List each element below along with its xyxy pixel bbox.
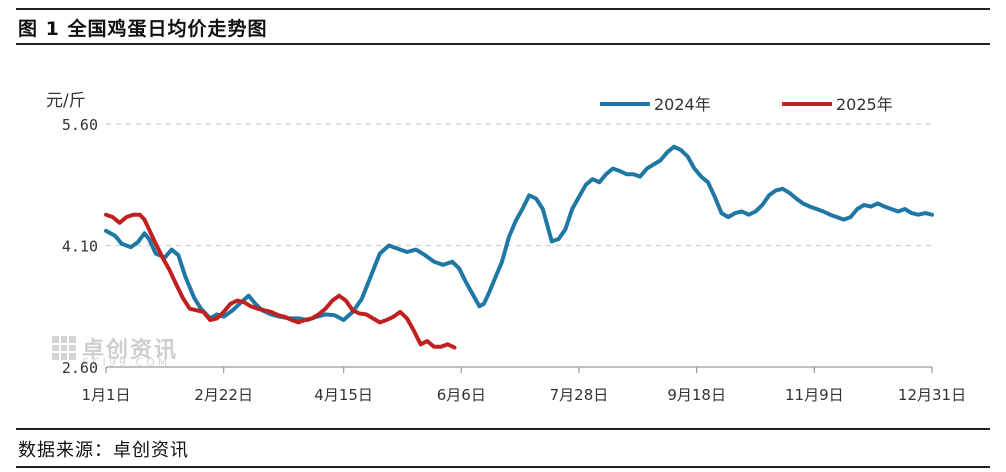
y-tick-label: 5.60 xyxy=(62,116,98,134)
x-tick-label: 11月9日 xyxy=(785,386,844,404)
data-source: 数据来源：卓创资讯 xyxy=(18,440,189,461)
x-tick-label: 1月1日 xyxy=(81,386,130,404)
footer-rule xyxy=(16,428,990,430)
y-axis-unit-label: 元/斤 xyxy=(46,91,86,111)
y-tick-label: 2.60 xyxy=(62,359,98,377)
x-tick-label: 2月22日 xyxy=(194,386,253,404)
figure-title: 图 1 全国鸡蛋日均价走势图 xyxy=(18,18,268,40)
series-line-2025年 xyxy=(104,212,457,350)
watermark-logo: 卓创资讯 SCI99.COM xyxy=(52,332,179,369)
top-rule xyxy=(16,8,990,10)
watermark-text: 卓创资讯 xyxy=(82,338,179,363)
logo-mark-icon xyxy=(52,336,76,360)
legend-label: 2025年 xyxy=(836,95,893,114)
line-chart: 元/斤 5.60 4.10 2.60 1月1日 2月22日 4月15日 6月6日 7月28日 9月… xyxy=(46,91,966,404)
x-tick-label: 7月28日 xyxy=(550,386,609,404)
title-underline xyxy=(16,43,990,45)
x-tick-label: 4月15日 xyxy=(314,386,373,404)
y-tick-label: 4.10 xyxy=(62,238,98,256)
x-tick-label: 6月6日 xyxy=(437,386,486,404)
legend-label: 2024年 xyxy=(654,95,711,114)
series-line-2024年 xyxy=(104,144,934,322)
x-tick-label: 12月31日 xyxy=(898,386,966,404)
x-tick-label: 9月18日 xyxy=(667,386,726,404)
watermark-subtext: SCI99.COM xyxy=(82,356,171,369)
bottom-rule xyxy=(16,466,990,468)
